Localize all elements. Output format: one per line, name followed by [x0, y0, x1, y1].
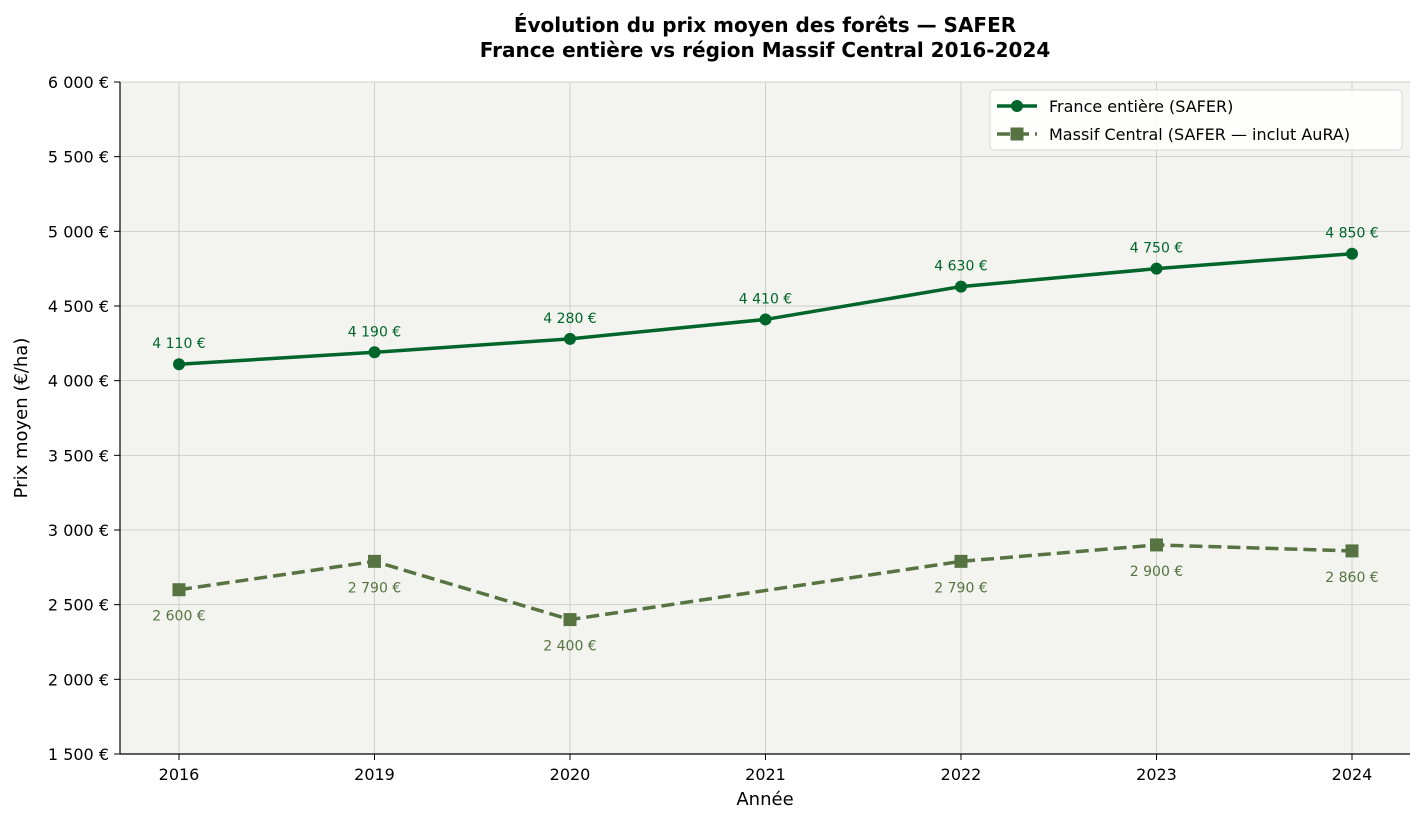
- data-label: 4 410 €: [739, 291, 792, 307]
- x-tick-label: 2016: [159, 765, 200, 784]
- y-tick-label: 2 500 €: [48, 596, 109, 615]
- data-label: 2 860 €: [1325, 570, 1378, 586]
- legend-box: [989, 89, 1403, 151]
- x-axis-label: Année: [736, 789, 793, 810]
- data-point: [173, 358, 185, 371]
- data-label: 2 900 €: [1130, 564, 1183, 580]
- legend: France entière (SAFER) Massif Central (SA…: [989, 89, 1403, 151]
- y-tick-label: 5 500 €: [48, 148, 109, 167]
- series-layer: 4 110 € 4 190 € 4 280 € 4 410 € 4 630 € 4 750…: [152, 226, 1378, 655]
- y-tick-label: 5 000 €: [48, 222, 109, 241]
- y-tick-label: 3 500 €: [48, 446, 109, 465]
- data-label: 2 790 €: [348, 580, 401, 596]
- data-point: [368, 346, 381, 359]
- series-0: 4 110 € 4 190 € 4 280 € 4 410 € 4 630 € 4 750…: [152, 226, 1379, 371]
- data-label: 4 850 €: [1325, 226, 1378, 242]
- data-label: 4 750 €: [1130, 241, 1183, 257]
- data-point: [1345, 544, 1359, 558]
- data-label: 4 630 €: [934, 259, 987, 275]
- data-point: [954, 554, 968, 568]
- axes: 1 500 € 2 000 € 2 500 € 3 000 € 3 500 € 4 000…: [48, 73, 1410, 784]
- data-label: 4 110 €: [152, 336, 205, 352]
- x-tick-label: 2024: [1332, 765, 1373, 784]
- legend-marker: [1010, 127, 1024, 141]
- y-tick-label: 1 500 €: [48, 745, 109, 764]
- data-label: 2 400 €: [543, 639, 596, 655]
- y-tick-label: 4 000 €: [48, 372, 109, 391]
- series-line: [178, 543, 1353, 622]
- data-label: 4 280 €: [543, 311, 596, 327]
- data-label: 2 600 €: [152, 609, 205, 625]
- x-tick-label: 2023: [1136, 765, 1177, 784]
- data-point: [1150, 538, 1163, 552]
- y-axis-label: Prix moyen (€/ha): [11, 338, 32, 499]
- data-point: [759, 313, 772, 326]
- data-label: 2 790 €: [934, 580, 987, 596]
- data-point: [172, 583, 186, 597]
- y-tick-label: 3 000 €: [48, 521, 109, 540]
- chart-title: Évolution du prix moyen des forêts — SAF…: [514, 13, 1016, 37]
- y-tick-label: 4 500 €: [48, 297, 109, 316]
- x-tick-label: 2019: [354, 765, 395, 784]
- legend-label: Massif Central (SAFER — inclut AuRA): [1049, 125, 1350, 144]
- chart-subtitle: France entière vs région Massif Central …: [480, 38, 1051, 62]
- grid: [120, 81, 1410, 755]
- x-tick-label: 2022: [941, 765, 982, 784]
- data-point: [955, 280, 967, 293]
- y-tick-label: 6 000 €: [48, 73, 109, 92]
- data-point: [563, 613, 577, 627]
- series-1: 2 600 € 2 790 € 2 400 € 2 790 € 2 900 € 2 860…: [152, 538, 1379, 655]
- y-tick-label: 2 000 €: [48, 670, 109, 689]
- x-tick-label: 2020: [550, 765, 591, 784]
- data-point: [1150, 262, 1163, 275]
- legend-label: France entière (SAFER): [1049, 97, 1233, 116]
- data-point: [368, 554, 381, 568]
- data-label: 4 190 €: [348, 324, 401, 340]
- legend-marker: [1011, 100, 1023, 112]
- data-point: [564, 332, 576, 345]
- data-point: [1346, 247, 1358, 260]
- x-tick-label: 2021: [745, 765, 786, 784]
